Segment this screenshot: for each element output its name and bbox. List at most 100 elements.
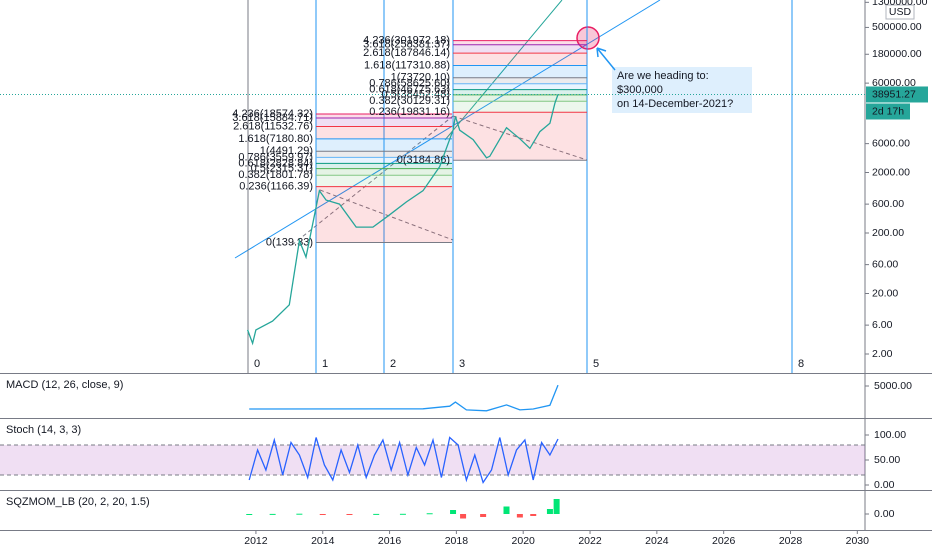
- histogram-bar: [460, 514, 467, 519]
- histogram-bar: [319, 514, 326, 515]
- x-tick-label: 2018: [445, 535, 469, 547]
- annotation-box: [612, 67, 752, 113]
- annotation-text: Are we heading to:: [617, 70, 709, 82]
- y-tick-label: 20.00: [872, 287, 898, 299]
- histogram-bar: [553, 499, 560, 514]
- currency: USD: [889, 6, 912, 18]
- y-tick-label: 1300000.00: [872, 0, 928, 8]
- fib-band: [316, 113, 452, 119]
- fib-label: 3.618(258381.37): [363, 39, 450, 51]
- fib-label: 1(73720.10): [391, 72, 450, 84]
- y-tick-label: 0.00: [874, 508, 895, 520]
- indicator-line: [249, 384, 559, 412]
- fib-band: [316, 118, 452, 127]
- fib-label: 0.5(2315.31): [251, 163, 313, 175]
- x-tick-label: 2012: [244, 535, 268, 547]
- fib-band: [453, 89, 587, 95]
- trend-line: [291, 115, 454, 246]
- fib-label: 0.786(3559.97): [238, 151, 313, 163]
- indicator-line: [248, 436, 559, 485]
- fib-band: [316, 157, 452, 164]
- x-tick-label: 2014: [311, 535, 335, 547]
- time-zone-label: 1: [322, 358, 328, 370]
- fib-band: [453, 101, 587, 113]
- histogram-bar: [546, 509, 553, 514]
- histogram-bar: [480, 514, 487, 517]
- layout: [0, 0, 932, 531]
- y-tick-label: 2000.00: [872, 166, 910, 178]
- fib-label: 0(139.33): [266, 236, 313, 248]
- annotation-text: on 14-December-2021?: [617, 98, 733, 110]
- fib-label: 1.618(117310.88): [364, 59, 450, 71]
- fib-band: [453, 77, 587, 84]
- histogram-bar: [246, 514, 253, 515]
- fib-label: 0.236(19831.16): [369, 106, 450, 118]
- x-tick-label: 2030: [846, 535, 870, 547]
- fib-label: 2.618(11532.76): [233, 120, 313, 132]
- fib-band: [316, 126, 452, 139]
- time-zone-label: 5: [593, 358, 599, 370]
- fib-label: 4.236(18574.32): [232, 108, 313, 120]
- fib-band: [453, 65, 587, 78]
- last-price-box: [866, 86, 928, 103]
- y-tick-label: 2.00: [872, 348, 893, 360]
- fib-label: 0.5(38452.48): [382, 89, 451, 101]
- fib-band: [316, 168, 452, 176]
- fib-band: [453, 112, 587, 161]
- x-tick-label: 2020: [512, 535, 536, 547]
- fib-label: 0.618(2828.84): [238, 157, 313, 169]
- y-tick-label: 200.00: [872, 227, 904, 239]
- y-tick-label: 0.00: [874, 479, 895, 491]
- histogram-bar: [269, 513, 276, 515]
- fib-label: 0(3184.86): [397, 154, 450, 166]
- time-zone-label: 0: [254, 358, 260, 370]
- fib-band: [316, 138, 452, 152]
- fib-label: 1(4491.29): [260, 145, 313, 157]
- pane-title: SQZMOM_LB (20, 2, 20, 1.5): [6, 496, 150, 508]
- fib-label: 4.236(301972.18): [363, 35, 450, 47]
- x-tick-label: 2026: [712, 535, 736, 547]
- arrow: [596, 47, 616, 71]
- y-tick-label: 6000.00: [872, 137, 910, 149]
- fib-band: [453, 44, 587, 54]
- fib-label: 0.786(58625.60): [369, 78, 450, 90]
- y-tick-label: 6.00: [872, 319, 893, 331]
- x-tick-label: 2016: [378, 535, 402, 547]
- last-price-label: 38951.27: [872, 88, 916, 100]
- currency-box: [885, 4, 915, 20]
- countdown: 2d 17h: [872, 105, 904, 117]
- y-tick-label: 180000.00: [872, 48, 922, 60]
- fib-label: 0.618(46775.63): [369, 84, 450, 96]
- histogram-bar: [426, 513, 433, 515]
- price-line: [246, 94, 559, 346]
- pane-title: MACD (12, 26, close, 9): [6, 379, 123, 391]
- fib-band: [316, 175, 452, 187]
- x-tick-label: 2024: [645, 535, 669, 547]
- countdown-box: [866, 103, 910, 120]
- fib-label: 2.618(187846.14): [363, 47, 450, 59]
- histogram-bar: [399, 513, 406, 515]
- trend-line: [444, 0, 563, 141]
- annotation-text: $300,000: [617, 84, 663, 96]
- y-tick-label: 5000.00: [874, 380, 912, 392]
- y-tick-label: 60000.00: [872, 77, 916, 89]
- trend-line: [452, 115, 588, 161]
- trend-line: [234, 0, 661, 259]
- fib-band: [453, 83, 587, 90]
- fib-label: 3.618(15884.71): [232, 112, 313, 124]
- fib-band: [316, 186, 452, 243]
- y-tick-label: 50.00: [874, 454, 900, 466]
- histogram-bar: [503, 506, 510, 514]
- y-tick-label: 60.00: [872, 258, 898, 270]
- histogram-bar: [530, 514, 537, 516]
- histogram-bar: [450, 510, 457, 514]
- pane-title: Stoch (14, 3, 3): [6, 424, 81, 436]
- histogram-bar: [296, 513, 303, 515]
- stoch-band: [0, 445, 865, 475]
- fib-band: [316, 151, 452, 158]
- time-zone-label: 8: [798, 358, 804, 370]
- histogram-bar: [373, 513, 380, 515]
- fib-label: 0.236(1166.39): [239, 181, 313, 193]
